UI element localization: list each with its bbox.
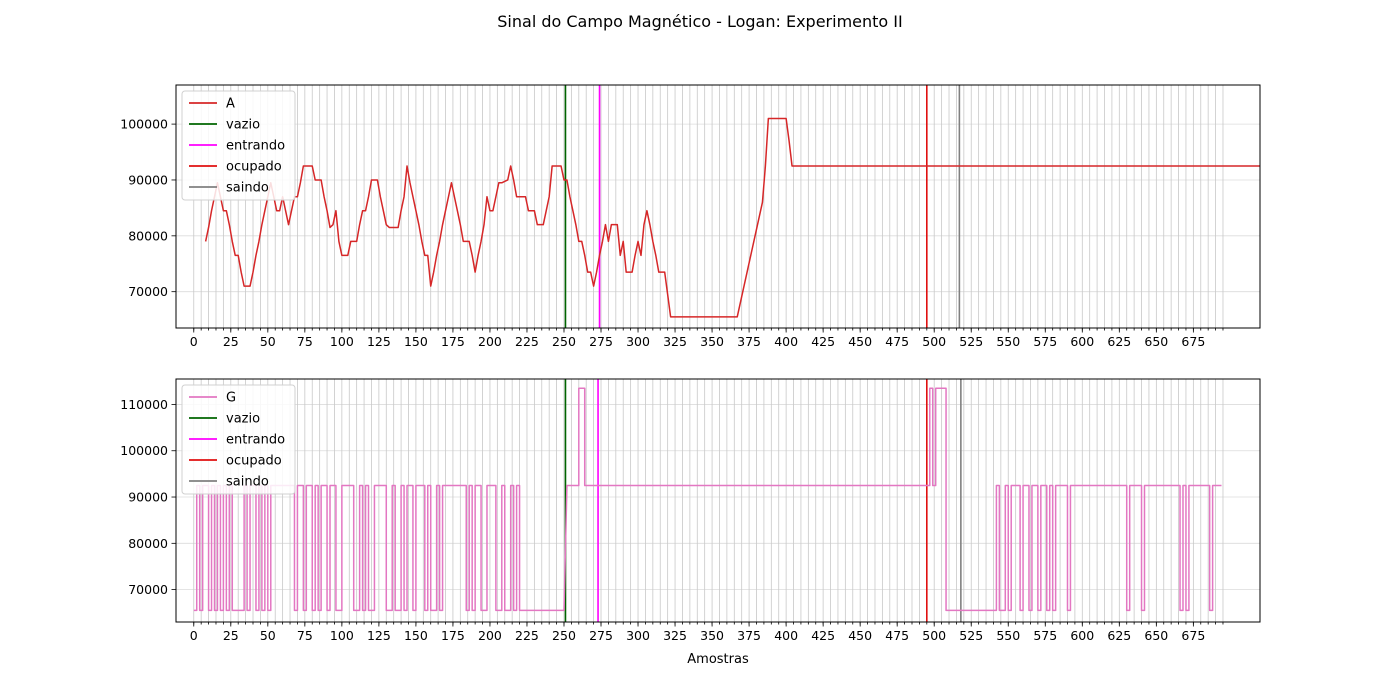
x-tick-label: 250	[552, 334, 576, 349]
x-tick-label: 400	[774, 628, 798, 643]
x-tick-label: 100	[330, 628, 354, 643]
x-tick-label: 75	[297, 334, 313, 349]
legend-box	[181, 384, 296, 495]
x-tick-label: 0	[190, 334, 198, 349]
legend-label-entrando: entrando	[226, 139, 285, 154]
grid-lines-vertical	[193, 379, 1224, 622]
x-tick-label: 25	[223, 334, 239, 349]
series-line-A	[204, 117, 1260, 318]
x-tick-label: 325	[663, 628, 687, 643]
legend-label-vazio: vazio	[226, 118, 260, 133]
x-tick-label: 275	[589, 334, 613, 349]
x-tick-label: 150	[404, 628, 428, 643]
y-tick-label: 80000	[128, 536, 168, 551]
legend-label-ocupado: ocupado	[226, 160, 282, 175]
x-tick-label: 150	[404, 334, 428, 349]
subplot-2: 0 25 50 75 100 125 150 175 200 225 250 275 300 325 350…	[120, 378, 1261, 667]
x-tick-label: 350	[700, 334, 724, 349]
x-tick-label: 200	[478, 334, 502, 349]
y-tick-label: 90000	[128, 172, 168, 187]
x-tick-label: 475	[885, 334, 909, 349]
x-tick-label: 400	[774, 334, 798, 349]
x-tick-label: 225	[515, 628, 539, 643]
subplot-1: 0 25 50 75 100 125 150 175 200 225 250 275 300 325 350…	[120, 84, 1261, 349]
x-tick-label: 675	[1181, 334, 1205, 349]
legend-label-A: A	[226, 97, 235, 112]
x-tick-label: 300	[626, 334, 650, 349]
x-tick-label: 325	[663, 334, 687, 349]
x-tick-label: 425	[811, 628, 835, 643]
x-tick-label: 0	[190, 628, 198, 643]
x-tick-label: 250	[552, 628, 576, 643]
axes-frame	[175, 378, 1261, 623]
x-tick-label: 600	[1070, 628, 1094, 643]
y-tick-label: 80000	[128, 228, 168, 243]
x-tick-label: 500	[922, 628, 946, 643]
axes-frame	[175, 84, 1261, 329]
figure-title: Sinal do Campo Magnético - Logan: Experi…	[497, 12, 903, 31]
y-tick-label: 110000	[120, 397, 168, 412]
x-tick-label: 125	[367, 628, 391, 643]
legend-label-vazio: vazio	[226, 412, 260, 427]
y-tick-label: 100000	[120, 443, 168, 458]
x-tick-label: 300	[626, 628, 650, 643]
x-tick-label: 575	[1033, 334, 1057, 349]
y-tick-label: 100000	[120, 117, 168, 132]
x-tick-label: 200	[478, 628, 502, 643]
y-tick-label: 70000	[128, 284, 168, 299]
legend-label-G: G	[226, 391, 236, 406]
x-tick-label: 25	[223, 628, 239, 643]
x-tick-label: 450	[848, 334, 872, 349]
x-tick-label: 625	[1107, 628, 1131, 643]
x-tick-label: 175	[441, 334, 465, 349]
y-tick-label: 90000	[128, 490, 168, 505]
x-tick-label: 475	[885, 628, 909, 643]
x-tick-label: 450	[848, 628, 872, 643]
x-tick-label: 600	[1070, 334, 1094, 349]
x-tick-label: 675	[1181, 628, 1205, 643]
x-tick-label: 100	[330, 334, 354, 349]
x-tick-label: 75	[297, 628, 313, 643]
x-tick-label: 275	[589, 628, 613, 643]
x-tick-label: 575	[1033, 628, 1057, 643]
x-tick-label: 50	[260, 334, 276, 349]
x-tick-label: 50	[260, 628, 276, 643]
x-tick-label: 125	[367, 334, 391, 349]
x-tick-label: 550	[996, 628, 1020, 643]
legend-label-entrando: entrando	[226, 433, 285, 448]
x-tick-label: 375	[737, 334, 761, 349]
x-tick-label: 650	[1144, 334, 1168, 349]
x-tick-label: 550	[996, 334, 1020, 349]
y-tick-label: 70000	[128, 582, 168, 597]
legend-label-saindo: saindo	[226, 475, 269, 490]
grid-lines-vertical	[193, 85, 1224, 328]
x-axis-label: Amostras	[687, 652, 749, 667]
x-tick-label: 175	[441, 628, 465, 643]
x-tick-label: 650	[1144, 628, 1168, 643]
x-tick-label: 425	[811, 334, 835, 349]
legend-label-saindo: saindo	[226, 181, 269, 196]
legend-label-ocupado: ocupado	[226, 454, 282, 469]
x-tick-label: 350	[700, 628, 724, 643]
x-tick-label: 625	[1107, 334, 1131, 349]
x-tick-label: 375	[737, 628, 761, 643]
x-tick-label: 500	[922, 334, 946, 349]
legend-box	[181, 90, 296, 201]
x-tick-label: 525	[959, 628, 983, 643]
x-tick-label: 525	[959, 334, 983, 349]
x-tick-label: 225	[515, 334, 539, 349]
